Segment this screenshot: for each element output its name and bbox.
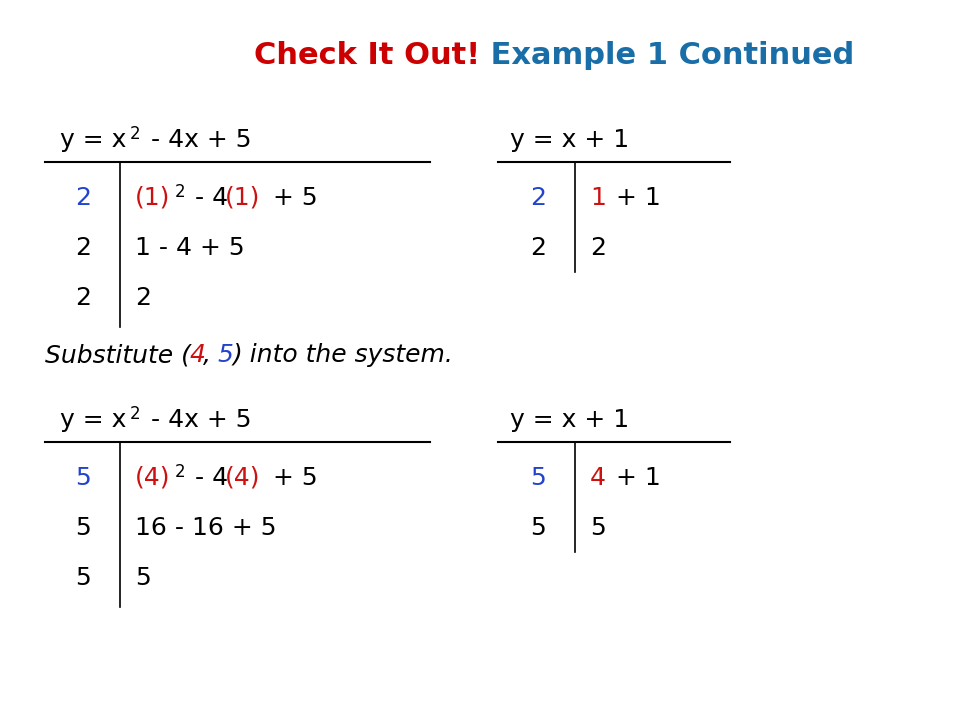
Text: 5: 5 bbox=[218, 343, 234, 367]
Text: - 4x + 5: - 4x + 5 bbox=[143, 128, 252, 152]
Text: 16 - 16 + 5: 16 - 16 + 5 bbox=[135, 516, 276, 540]
Text: ,: , bbox=[203, 343, 211, 367]
Text: y = x: y = x bbox=[60, 408, 127, 432]
Text: 2: 2 bbox=[530, 236, 546, 260]
Text: 5: 5 bbox=[530, 466, 545, 490]
Text: Substitute (: Substitute ( bbox=[45, 343, 191, 367]
Text: 5: 5 bbox=[135, 566, 151, 590]
Text: 2: 2 bbox=[590, 236, 606, 260]
Text: 2: 2 bbox=[175, 183, 185, 201]
Text: 2: 2 bbox=[75, 186, 91, 210]
Text: - 4: - 4 bbox=[187, 466, 228, 490]
Text: 2: 2 bbox=[130, 125, 140, 143]
Text: 5: 5 bbox=[75, 466, 91, 490]
Text: y = x: y = x bbox=[60, 128, 127, 152]
Text: y = x + 1: y = x + 1 bbox=[510, 128, 629, 152]
Text: 2: 2 bbox=[175, 463, 185, 481]
Text: y = x + 1: y = x + 1 bbox=[510, 408, 629, 432]
Text: 5: 5 bbox=[590, 516, 606, 540]
Text: 2: 2 bbox=[75, 236, 91, 260]
Text: 1: 1 bbox=[590, 186, 606, 210]
Text: 4: 4 bbox=[190, 343, 205, 367]
Text: 4: 4 bbox=[590, 466, 606, 490]
Text: + 1: + 1 bbox=[608, 186, 660, 210]
Text: - 4x + 5: - 4x + 5 bbox=[143, 408, 252, 432]
Text: 5: 5 bbox=[75, 516, 91, 540]
Text: 2: 2 bbox=[530, 186, 546, 210]
Text: 1 - 4 + 5: 1 - 4 + 5 bbox=[135, 236, 245, 260]
Text: 2: 2 bbox=[135, 286, 151, 310]
Text: (4): (4) bbox=[135, 466, 171, 490]
Text: 5: 5 bbox=[530, 516, 545, 540]
Text: ) into the system.: ) into the system. bbox=[233, 343, 454, 367]
Text: (4): (4) bbox=[225, 466, 260, 490]
Text: - 4: - 4 bbox=[187, 186, 228, 210]
Text: Example 1 Continued: Example 1 Continued bbox=[480, 40, 854, 70]
Text: 2: 2 bbox=[130, 405, 140, 423]
Text: Check It Out!: Check It Out! bbox=[253, 40, 480, 70]
Text: (1): (1) bbox=[135, 186, 170, 210]
Text: 5: 5 bbox=[75, 566, 91, 590]
Text: 2: 2 bbox=[75, 286, 91, 310]
Text: + 5: + 5 bbox=[265, 466, 318, 490]
Text: + 5: + 5 bbox=[265, 186, 318, 210]
Text: + 1: + 1 bbox=[608, 466, 660, 490]
Text: (1): (1) bbox=[225, 186, 260, 210]
